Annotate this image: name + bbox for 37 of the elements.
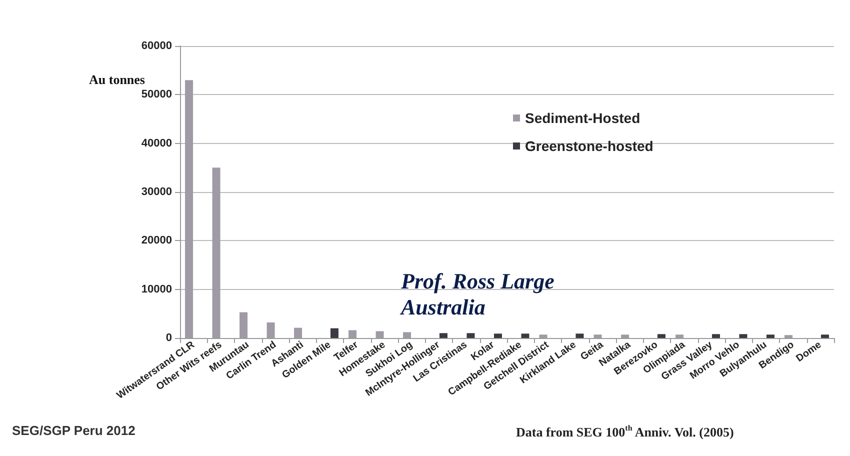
bar xyxy=(784,335,793,338)
legend-label: Sediment-Hosted xyxy=(525,110,640,126)
bar xyxy=(539,334,548,338)
legend-label: Greenstone-hosted xyxy=(525,138,654,154)
bar xyxy=(266,322,275,338)
bar xyxy=(712,334,720,338)
bar xyxy=(294,328,302,338)
bar xyxy=(739,334,748,338)
bar xyxy=(240,312,248,338)
y-tick-label: 0 xyxy=(166,332,172,344)
bar xyxy=(657,334,666,338)
bar xyxy=(185,80,194,338)
bar xyxy=(439,333,448,338)
y-tick-label: 10000 xyxy=(141,283,172,296)
bar xyxy=(403,332,412,338)
bar xyxy=(676,334,684,338)
bar xyxy=(766,334,774,338)
annotation: Prof. Ross Large xyxy=(400,268,555,294)
y-tick-label: 20000 xyxy=(141,234,172,247)
y-tick-label: 60000 xyxy=(141,40,172,52)
bar xyxy=(594,334,602,338)
bar xyxy=(494,334,502,338)
bar xyxy=(521,334,530,338)
y-axis-title: Au tonnes xyxy=(89,72,145,87)
bar xyxy=(576,334,584,338)
bar xyxy=(376,331,384,338)
y-tick-label: 50000 xyxy=(141,88,172,101)
y-tick-label: 30000 xyxy=(141,186,172,198)
bar xyxy=(212,168,220,338)
text: SEG/SGP Peru 2012 xyxy=(12,423,136,438)
bar xyxy=(621,334,630,338)
annotation: Australia xyxy=(399,294,486,320)
y-tick-label: 40000 xyxy=(141,137,172,150)
bar xyxy=(466,333,475,338)
bar xyxy=(330,328,338,338)
bar xyxy=(348,330,357,338)
bar xyxy=(820,334,829,338)
